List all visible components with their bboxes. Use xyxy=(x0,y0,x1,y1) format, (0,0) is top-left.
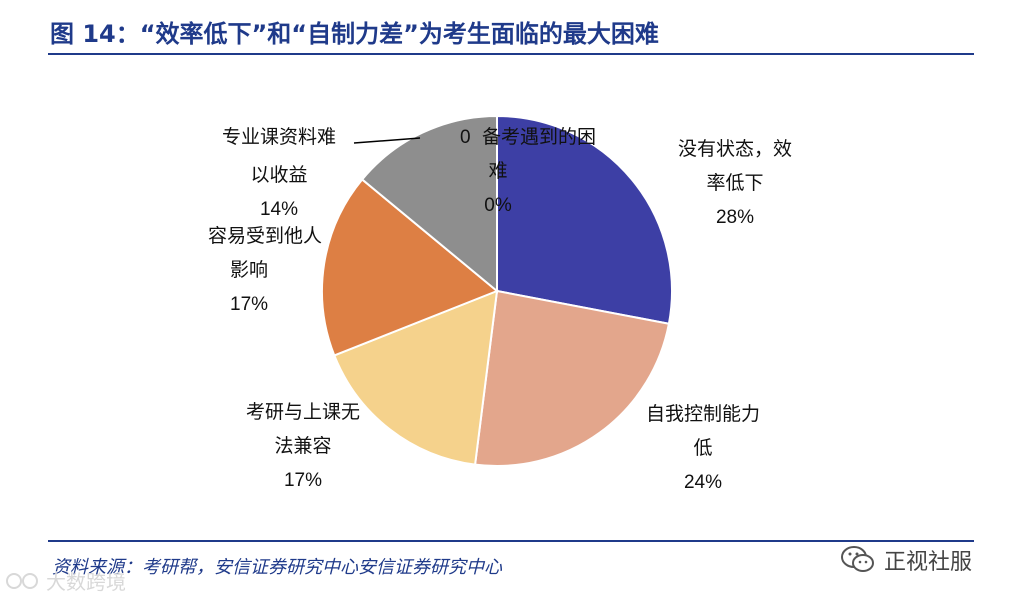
source-rule xyxy=(48,540,974,542)
slice-label-0-line-1: 备考遇到的困 xyxy=(481,127,596,148)
slice-label-1-line-1: 率低下 xyxy=(706,173,764,194)
pie-slice-1 xyxy=(496,114,673,325)
slice-label-5-line-0: 专业课资料难 xyxy=(221,127,336,148)
watermark-left-text: 大数跨境 xyxy=(46,570,126,594)
slice-label-0-line-2: 难 xyxy=(488,161,508,182)
slice-label-3-line-0: 考研与上课无 xyxy=(245,402,360,423)
slice-label-2-line-0: 自我控制能力 xyxy=(645,404,760,425)
pie-slice-4 xyxy=(321,178,499,357)
slice-label-1: 没有状态，效 率低下 28% xyxy=(660,133,810,235)
slice-label-4-line-1: 影响 xyxy=(230,260,269,281)
slice-label-3-line-2: 17% xyxy=(283,470,323,491)
slice-label-3-line-1: 法兼容 xyxy=(274,436,332,457)
slice-label-5-line-1: 以收益 xyxy=(250,165,308,186)
slice-label-5-line-2: 14% xyxy=(259,199,299,220)
watermark-left: 大数跨境 xyxy=(6,566,126,595)
slice-label-2: 自我控制能力 低 24% xyxy=(628,398,778,500)
title-rule xyxy=(48,53,974,55)
slice-label-1-line-0: 没有状态，效 xyxy=(677,139,792,160)
slice-label-4-line-0: 容易受到他人 xyxy=(207,226,322,247)
source-note: 资料来源：考研帮，安信证券研究中心安信证券研究中心 xyxy=(52,557,502,578)
leader-line xyxy=(353,137,421,144)
slice-label-1-line-2: 28% xyxy=(715,207,755,228)
slice-label-5: 专业课资料难 以收益 14% xyxy=(204,121,354,227)
pie-slice-2 xyxy=(473,289,671,467)
wechat-account: 正视社服 xyxy=(840,543,972,577)
slice-label-0-line-3: 0% xyxy=(484,195,512,216)
slice-label-4: 容易受到他人 影响 17% xyxy=(190,220,340,322)
slice-label-3: 考研与上课无 法兼容 17% xyxy=(228,396,378,498)
logo-icon xyxy=(6,572,38,589)
pie-slice-3 xyxy=(332,289,499,466)
slice-label-0-line-0: 0 xyxy=(460,127,471,148)
wechat-name: 正视社服 xyxy=(884,550,973,575)
chart-title: 图 14：“效率低下”和“自制力差”为考生面临的最大困难 xyxy=(50,20,659,48)
slice-label-2-line-1: 低 xyxy=(693,438,713,459)
wechat-icon xyxy=(841,546,874,572)
slice-label-2-line-2: 24% xyxy=(683,472,723,493)
slice-label-4-line-2: 17% xyxy=(230,294,269,315)
slice-label-0: 0 备考遇到的困 难 0% xyxy=(455,121,605,223)
pie-slice-5 xyxy=(360,114,498,294)
